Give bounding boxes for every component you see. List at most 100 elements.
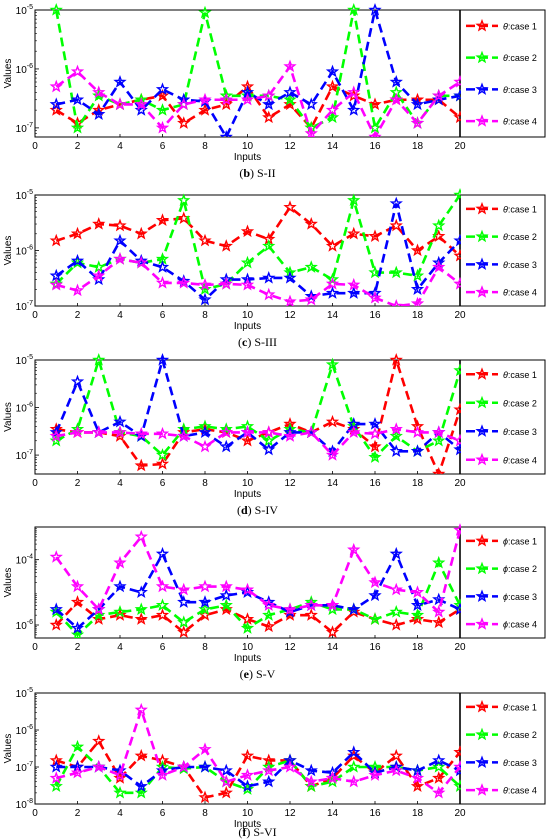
legend-marker bbox=[475, 395, 489, 409]
data-point-case-2 bbox=[219, 598, 233, 611]
data-point-case-2 bbox=[347, 193, 361, 207]
data-point-case-4 bbox=[453, 759, 461, 773]
legend-marker bbox=[475, 114, 489, 127]
x-tick-label: 12 bbox=[284, 141, 296, 152]
data-point-case-3 bbox=[410, 444, 425, 457]
data-point-case-3 bbox=[198, 759, 212, 773]
data-point-case-4 bbox=[92, 602, 106, 616]
data-point-case-4 bbox=[410, 585, 425, 598]
y-axis-label: Values bbox=[3, 568, 14, 598]
data-point-case-4 bbox=[325, 771, 340, 784]
legend-marker bbox=[475, 617, 489, 630]
data-point-case-3 bbox=[453, 233, 461, 247]
data-point-case-4 bbox=[325, 103, 340, 116]
data-point-case-1 bbox=[240, 224, 255, 238]
data-point-case-3 bbox=[389, 75, 403, 88]
data-point-case-2 bbox=[453, 363, 461, 377]
data-point-case-4 bbox=[304, 774, 318, 788]
data-point-case-3 bbox=[368, 286, 382, 299]
data-point-case-3 bbox=[347, 103, 361, 116]
legend-marker bbox=[475, 18, 489, 32]
x-tick-label: 10 bbox=[242, 808, 254, 819]
data-point-case-4 bbox=[262, 598, 276, 611]
legend-label: θ:case 1 bbox=[503, 21, 537, 31]
data-point-case-1 bbox=[240, 433, 255, 447]
series-group bbox=[49, 2, 461, 137]
data-point-case-4 bbox=[49, 277, 63, 291]
data-point-case-4 bbox=[410, 425, 425, 439]
data-point-case-3 bbox=[155, 82, 170, 96]
data-point-case-4 bbox=[283, 294, 297, 306]
data-point-case-3 bbox=[325, 64, 340, 78]
data-point-case-4 bbox=[304, 292, 318, 306]
data-point-case-3 bbox=[49, 602, 63, 616]
data-point-case-3 bbox=[49, 97, 63, 111]
data-point-case-4 bbox=[432, 260, 446, 273]
data-point-case-1 bbox=[325, 625, 340, 638]
data-point-case-1 bbox=[134, 226, 148, 240]
data-point-case-4 bbox=[389, 763, 403, 777]
x-tick-label: 0 bbox=[32, 478, 38, 489]
series-line-case-3 bbox=[55, 203, 461, 302]
data-point-case-1 bbox=[453, 110, 461, 124]
data-point-case-1 bbox=[240, 748, 255, 762]
data-point-case-1 bbox=[70, 595, 85, 608]
series-line-case-4 bbox=[56, 427, 461, 457]
x-tick-label: 14 bbox=[327, 642, 339, 653]
x-tick-label: 18 bbox=[412, 642, 424, 653]
data-point-case-3 bbox=[134, 779, 148, 793]
x-tick-label: 0 bbox=[32, 141, 38, 152]
x-tick-label: 18 bbox=[412, 310, 424, 321]
x-tick-label: 6 bbox=[160, 141, 166, 152]
x-tick-label: 14 bbox=[327, 808, 339, 819]
x-axis-label: Inputs bbox=[234, 489, 261, 500]
x-axis-label: Inputs bbox=[234, 819, 261, 830]
data-point-case-4 bbox=[240, 277, 255, 291]
data-point-case-4 bbox=[155, 768, 170, 781]
data-point-case-4 bbox=[325, 276, 340, 290]
series-group bbox=[49, 187, 461, 306]
series-line-case-2 bbox=[55, 355, 461, 460]
legend-label: θ:case 1 bbox=[503, 702, 537, 712]
data-point-case-1 bbox=[134, 748, 148, 762]
legend-label: θ:case 4 bbox=[503, 786, 537, 796]
data-point-case-3 bbox=[453, 442, 461, 456]
data-point-case-1 bbox=[155, 213, 170, 226]
data-point-case-4 bbox=[155, 275, 170, 289]
data-point-case-1 bbox=[304, 608, 318, 621]
x-tick-label: 8 bbox=[202, 310, 208, 321]
data-point-case-4 bbox=[134, 529, 148, 543]
axes-frame bbox=[34, 526, 546, 639]
data-point-case-4 bbox=[177, 759, 191, 773]
data-point-case-1 bbox=[453, 248, 461, 262]
data-point-case-4 bbox=[410, 771, 425, 784]
x-tick-label: 18 bbox=[412, 478, 424, 489]
series-group bbox=[49, 352, 461, 474]
data-point-case-2 bbox=[304, 779, 318, 793]
data-point-case-4 bbox=[389, 92, 403, 106]
data-point-case-4 bbox=[453, 276, 461, 290]
axes-frame bbox=[34, 692, 546, 805]
legend-label: θ:case 2 bbox=[503, 398, 537, 408]
data-point-case-3 bbox=[283, 604, 297, 618]
data-point-case-3 bbox=[347, 602, 361, 616]
data-point-case-4 bbox=[198, 277, 212, 291]
y-tick-label: 10-5 bbox=[16, 4, 33, 17]
data-point-case-2 bbox=[240, 255, 255, 269]
data-point-case-1 bbox=[92, 734, 106, 747]
data-point-case-2 bbox=[325, 602, 340, 616]
x-tick-label: 4 bbox=[117, 310, 123, 321]
x-tick-label: 2 bbox=[75, 478, 81, 489]
x-tick-label: 6 bbox=[160, 808, 166, 819]
data-point-case-4 bbox=[70, 765, 85, 779]
data-point-case-3 bbox=[453, 763, 461, 777]
legend-label: ϕ:case 3 bbox=[503, 592, 537, 602]
data-point-case-1 bbox=[92, 217, 106, 230]
legend: θ:case 1 θ:case 2 θ:case 3 θ:case 4 bbox=[466, 367, 537, 466]
data-point-case-4 bbox=[198, 92, 212, 106]
data-point-case-1 bbox=[410, 779, 425, 793]
legend-marker bbox=[475, 561, 489, 575]
data-point-case-1 bbox=[453, 745, 461, 758]
data-point-case-4 bbox=[134, 702, 148, 716]
data-point-case-4 bbox=[410, 296, 425, 306]
